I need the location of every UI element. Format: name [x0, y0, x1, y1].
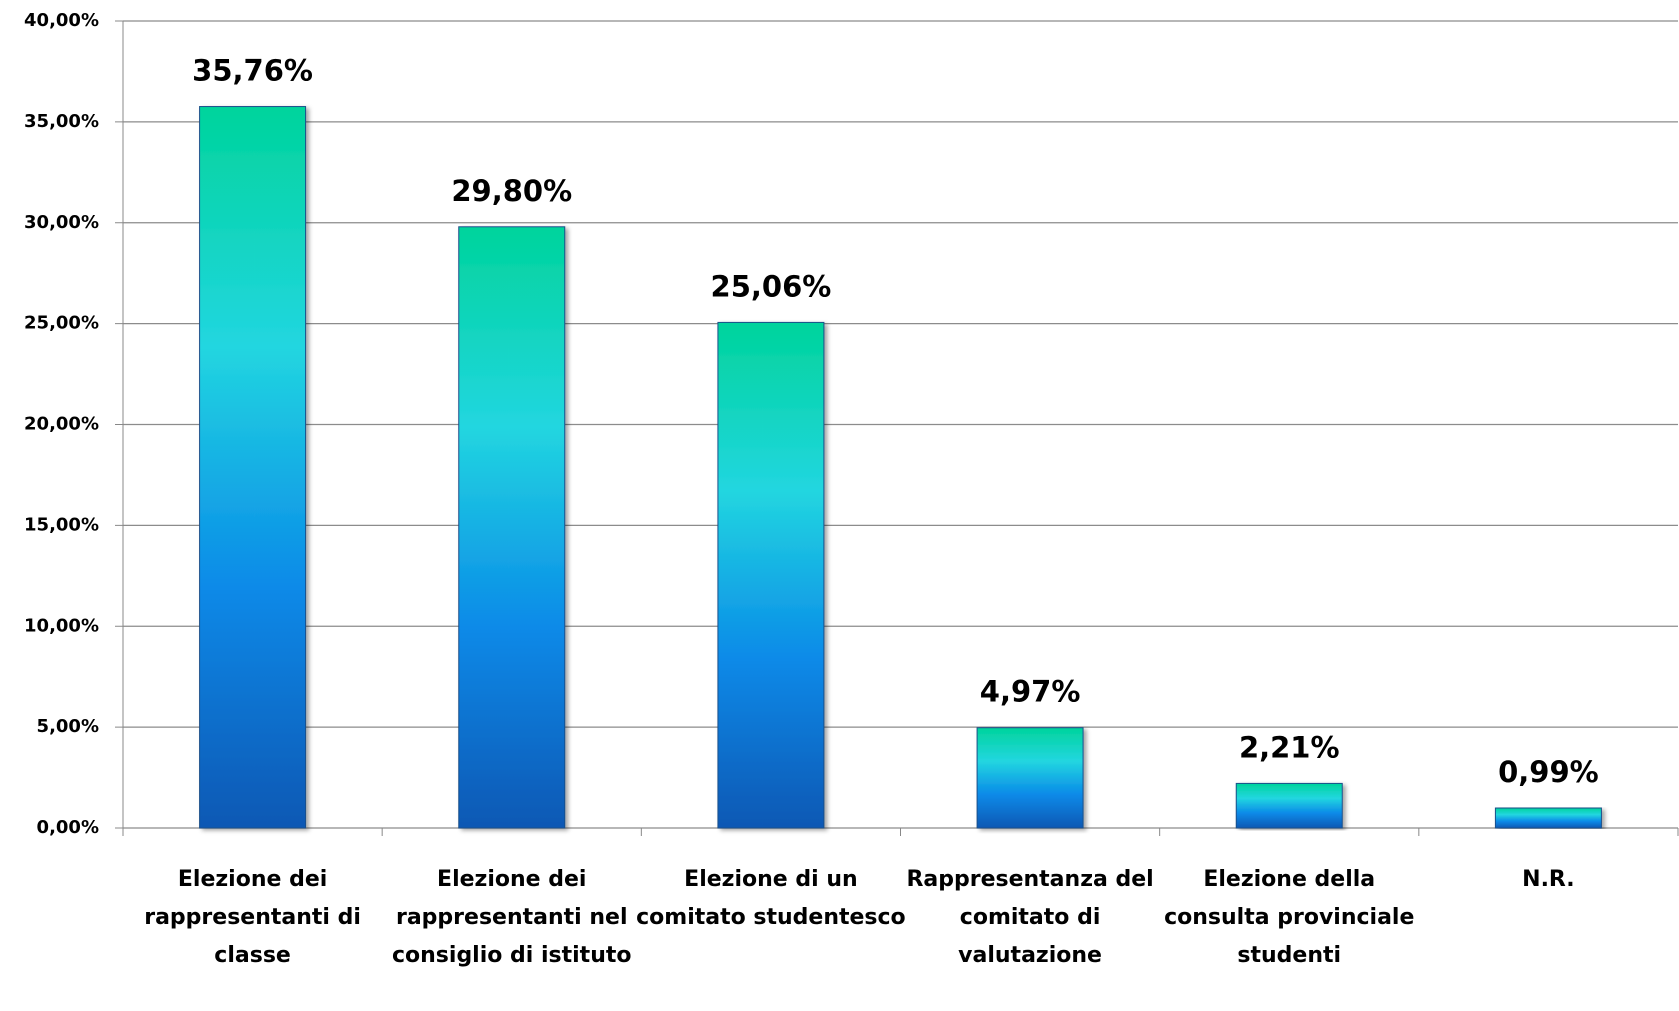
- x-tick-label: Elezione di un comitato studentesco: [636, 867, 906, 930]
- y-tick-label: 20,00%: [24, 414, 99, 435]
- y-tick-label: 35,00%: [24, 111, 99, 132]
- bar: [458, 226, 566, 829]
- x-tick-label: Elezione dei rappresentanti di classe: [144, 867, 361, 968]
- x-tick-label: Elezione dei rappresentanti nel consigli…: [391, 867, 632, 968]
- x-tick-label: Elezione della consulta provinciale stud…: [1164, 867, 1415, 968]
- y-tick-label: 5,00%: [37, 716, 99, 737]
- bar: [717, 321, 825, 829]
- value-label: 0,99%: [1498, 755, 1599, 789]
- y-tick-label: 0,00%: [37, 817, 99, 838]
- value-label: 4,97%: [980, 675, 1081, 709]
- bar: [1235, 782, 1343, 829]
- x-tick-label: N.R.: [1522, 867, 1575, 892]
- y-tick-label: 25,00%: [24, 313, 99, 334]
- value-label: 29,80%: [451, 174, 572, 208]
- y-tick-label: 10,00%: [24, 615, 99, 636]
- bar: [199, 106, 307, 829]
- y-tick-label: 40,00%: [24, 10, 99, 31]
- bar: [1494, 807, 1602, 829]
- value-label: 25,06%: [711, 269, 832, 303]
- x-tick-label: Rappresentanza del comitato di valutazio…: [906, 867, 1154, 968]
- bar: [976, 727, 1084, 829]
- y-tick-label: 15,00%: [24, 514, 99, 535]
- value-label: 2,21%: [1239, 730, 1340, 764]
- value-label: 35,76%: [192, 54, 313, 88]
- y-tick-label: 30,00%: [24, 212, 99, 233]
